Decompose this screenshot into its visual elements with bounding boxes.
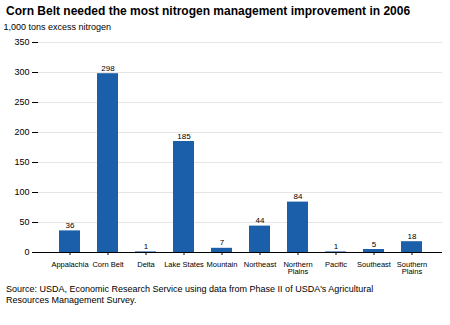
svg-text:SouthernPlains: SouthernPlains [397,260,427,277]
svg-text:350: 350 [14,38,29,48]
svg-text:150: 150 [14,158,29,168]
svg-text:Lake States: Lake States [164,260,204,269]
html-text:Corn Belt needed the most nitr: Corn Belt needed the most nitrogen manag… [6,4,411,18]
svg-text:44: 44 [256,216,265,225]
svg-text:1: 1 [334,242,339,251]
svg-text:Pacific: Pacific [325,260,347,269]
svg-text:1: 1 [144,242,149,251]
svg-text:Delta: Delta [137,260,155,269]
svg-text:7: 7 [220,239,225,248]
svg-text:100: 100 [14,188,29,198]
svg-text:50: 50 [19,218,29,228]
svg-text:300: 300 [14,68,29,78]
svg-text:5: 5 [372,240,377,249]
svg-text:Appalachia: Appalachia [51,260,89,269]
svg-text:200: 200 [14,128,29,138]
svg-text:18: 18 [408,232,417,241]
svg-text:Corn Belt: Corn Belt [92,260,124,269]
svg-text:36: 36 [66,221,75,230]
svg-text:Southeast: Southeast [357,260,392,269]
svg-text:0: 0 [24,248,29,258]
svg-text:84: 84 [294,192,303,201]
svg-text:1,000 tons excess nitrogen: 1,000 tons excess nitrogen [4,22,112,32]
svg-text:Northeast: Northeast [244,260,277,269]
svg-text:250: 250 [14,98,29,108]
svg-text:Mountain: Mountain [207,260,238,269]
svg-text:185: 185 [177,132,191,141]
html-text:Source: USDA, Economic Researc: Source: USDA, Economic Research Service … [6,284,374,306]
svg-text:298: 298 [101,64,115,73]
svg-text:NorthernPlains: NorthernPlains [283,260,312,277]
